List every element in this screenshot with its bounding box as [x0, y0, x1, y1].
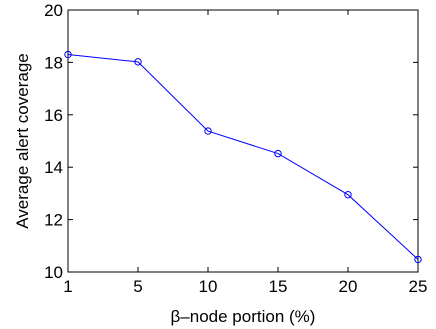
y-tick-label: 14 — [44, 158, 63, 177]
x-tick-label: 5 — [133, 277, 142, 296]
series-group — [64, 50, 422, 264]
data-point — [414, 255, 422, 264]
data-point — [274, 149, 282, 158]
data-point — [134, 58, 142, 66]
y-axis-ticks: 10 12 14 16 18 20 — [44, 1, 418, 282]
y-axis-label: Average alert coverage — [13, 53, 32, 228]
y-tick-label: 18 — [44, 53, 63, 72]
x-tick-label: 25 — [409, 277, 428, 296]
y-tick-label: 12 — [44, 211, 63, 230]
data-point — [344, 191, 352, 199]
data-point — [64, 50, 72, 59]
x-tick-label: 15 — [269, 277, 288, 296]
plot-area — [67, 9, 419, 273]
x-axis-label: β–node portion (%) — [171, 307, 316, 326]
y-tick-label: 10 — [44, 263, 63, 282]
y-tick-label: 16 — [44, 106, 63, 125]
series-line — [67, 54, 419, 260]
x-tick-label: 10 — [199, 277, 218, 296]
x-axis-ticks: 1 5 10 15 20 25 — [63, 10, 427, 296]
x-tick-label: 20 — [339, 277, 358, 296]
x-tick-label: 1 — [63, 277, 72, 296]
y-tick-label: 20 — [44, 1, 63, 20]
data-point — [204, 127, 212, 135]
